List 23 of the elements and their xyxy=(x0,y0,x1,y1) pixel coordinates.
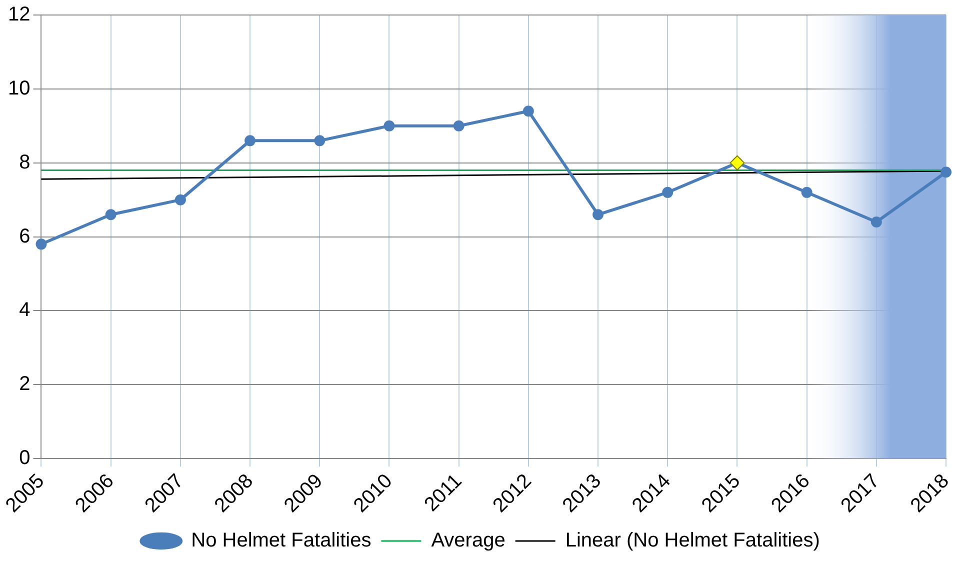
legend-label: Linear (No Helmet Fatalities) xyxy=(565,530,820,552)
point xyxy=(522,106,534,117)
point xyxy=(801,186,812,198)
y-tick-label: 6 xyxy=(19,225,30,248)
point xyxy=(662,186,674,198)
point xyxy=(174,194,186,206)
point xyxy=(592,209,604,220)
point xyxy=(314,135,326,146)
point xyxy=(36,238,47,250)
y-tick-label: 4 xyxy=(19,299,30,322)
y-tick-label: 8 xyxy=(19,151,30,174)
point xyxy=(870,216,882,228)
point xyxy=(940,166,952,178)
legend-label: Average xyxy=(431,530,506,552)
y-tick-label: 0 xyxy=(19,447,30,470)
y-tick-label: 10 xyxy=(8,77,30,100)
point xyxy=(453,120,464,132)
point xyxy=(105,209,116,220)
y-tick-label: 12 xyxy=(8,4,30,26)
legend-label: No Helmet Fatalities xyxy=(191,530,372,552)
point xyxy=(384,120,395,132)
y-tick-label: 2 xyxy=(19,373,30,396)
point xyxy=(244,135,256,146)
